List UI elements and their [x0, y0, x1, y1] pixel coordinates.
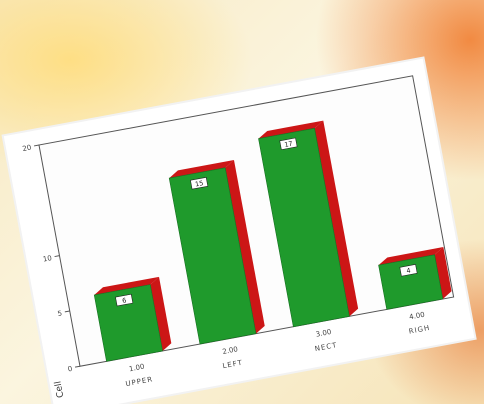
- bar: [378, 254, 444, 310]
- data-label: 17: [284, 140, 294, 149]
- data-label-box: [279, 137, 298, 151]
- x-tick-label: 2.00: [222, 345, 239, 356]
- bar-top: [258, 120, 324, 139]
- bar-side: [434, 247, 452, 300]
- y-tick-label: 10: [42, 254, 52, 263]
- y-axis: 0 5 10 20: [22, 144, 81, 374]
- x-tick-label: 1.00: [128, 363, 145, 374]
- x-category-label: RIGH: [408, 324, 431, 336]
- data-label-box: [115, 293, 134, 307]
- data-label: 6: [121, 296, 127, 305]
- bar-top: [378, 247, 444, 266]
- y-tick-label: 20: [22, 144, 32, 153]
- y-tick-label: 5: [57, 309, 63, 318]
- bar-top: [169, 159, 234, 179]
- y-tick-label: 0: [67, 365, 73, 374]
- bar: [93, 284, 163, 362]
- y-tick-mark: [64, 310, 70, 313]
- bar: [258, 127, 350, 328]
- bars: 6 15 17 4: [93, 120, 452, 362]
- x-category-label: LEFT: [222, 359, 244, 371]
- y-tick-mark: [74, 365, 81, 368]
- x-tick-label: 3.00: [315, 328, 332, 339]
- data-label-box: [399, 264, 418, 277]
- y-axis-label: Cell: [53, 380, 66, 398]
- bar-side: [314, 120, 359, 317]
- data-label: 15: [194, 179, 204, 188]
- data-label-box: [190, 177, 209, 190]
- bar: [168, 167, 257, 345]
- bar-top: [94, 276, 160, 295]
- x-tick-label: 4.00: [409, 311, 426, 322]
- y-tick-mark: [54, 255, 60, 258]
- y-tick-mark: [33, 144, 40, 147]
- bar-side: [225, 159, 265, 334]
- data-label: 4: [406, 266, 412, 275]
- bar-side: [150, 276, 172, 351]
